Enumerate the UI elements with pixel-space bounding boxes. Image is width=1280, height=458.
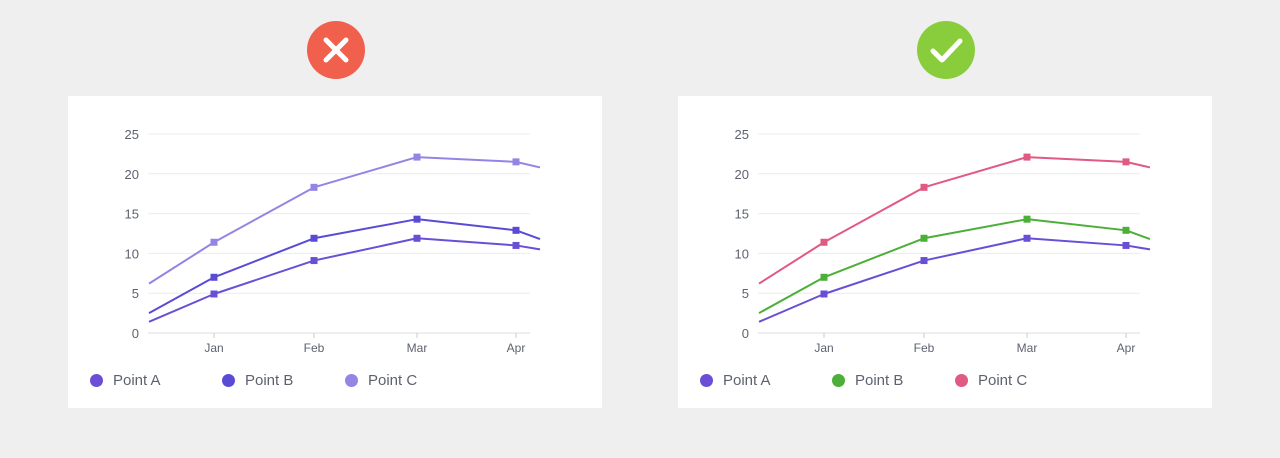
data-point <box>1122 158 1130 166</box>
data-point <box>920 183 928 191</box>
line-chart: 0 5 10 15 20 25 Jan Feb Mar Apr <box>735 127 1151 355</box>
legend-label: Point C <box>978 372 1028 389</box>
legend-label: Point A <box>113 372 161 389</box>
data-point <box>310 257 318 265</box>
data-point <box>820 273 828 281</box>
legend-item: Point B <box>222 372 293 389</box>
y-tick-label: 25 <box>735 127 749 142</box>
data-point <box>310 183 318 191</box>
incorrect-badge <box>307 21 365 79</box>
y-tick-label: 15 <box>735 207 749 222</box>
x-tick-label: Feb <box>914 341 935 355</box>
x-tick-label: Feb <box>304 341 325 355</box>
chart-card-correct: 0 5 10 15 20 25 Jan Feb Mar Apr Point A Point B Poi… <box>678 96 1212 408</box>
data-point <box>920 257 928 265</box>
data-point <box>1122 226 1130 234</box>
series-line <box>758 237 1151 323</box>
chart-card-incorrect: 0 5 10 15 20 25 Jan Feb Mar Apr Point A Point B Poi… <box>68 96 602 408</box>
data-point <box>920 234 928 242</box>
legend-swatch <box>345 374 358 387</box>
x-tick-label: Apr <box>507 341 526 355</box>
data-point <box>1023 153 1031 161</box>
x-tick-label: Mar <box>1017 341 1038 355</box>
legend-label: Point B <box>855 372 904 389</box>
y-tick-label: 10 <box>735 246 749 261</box>
correct-badge <box>917 21 975 79</box>
series-line <box>148 156 541 285</box>
y-tick-label: 20 <box>125 167 139 182</box>
legend-label: Point A <box>723 372 771 389</box>
data-point <box>820 290 828 298</box>
data-point <box>512 241 520 249</box>
legend-swatch <box>90 374 103 387</box>
x-tick-label: Jan <box>814 341 833 355</box>
checkmark-icon <box>930 38 963 63</box>
line-chart: 0 5 10 15 20 25 Jan Feb Mar Apr <box>125 127 541 355</box>
y-tick-label: 10 <box>125 246 139 261</box>
data-point <box>413 153 421 161</box>
legend-label: Point C <box>368 372 418 389</box>
data-point <box>1122 241 1130 249</box>
x-tick-label: Apr <box>1117 341 1136 355</box>
series-line <box>148 218 541 314</box>
legend-item: Point A <box>700 372 771 389</box>
legend-item: Point A <box>90 372 161 389</box>
data-point <box>413 215 421 223</box>
data-point <box>820 238 828 246</box>
series-line <box>148 237 541 323</box>
data-point <box>413 234 421 242</box>
x-icon <box>323 37 349 63</box>
x-tick-label: Mar <box>407 341 428 355</box>
y-tick-label: 5 <box>742 286 749 301</box>
y-tick-label: 0 <box>132 326 139 341</box>
y-tick-label: 5 <box>132 286 139 301</box>
data-point <box>1023 234 1031 242</box>
legend-label: Point B <box>245 372 294 389</box>
legend-item: Point C <box>955 372 1027 389</box>
data-point <box>512 158 520 166</box>
data-point <box>512 226 520 234</box>
y-tick-label: 15 <box>125 207 139 222</box>
legend-swatch <box>222 374 235 387</box>
legend-item: Point B <box>832 372 903 389</box>
series-line <box>758 156 1151 285</box>
data-point <box>1023 215 1031 223</box>
data-point <box>210 238 218 246</box>
data-point <box>210 290 218 298</box>
legend-swatch <box>700 374 713 387</box>
data-point <box>310 234 318 242</box>
y-tick-label: 25 <box>125 127 139 142</box>
x-tick-label: Jan <box>204 341 223 355</box>
legend-swatch <box>832 374 845 387</box>
y-tick-label: 20 <box>735 167 749 182</box>
series-line <box>758 218 1151 314</box>
y-tick-label: 0 <box>742 326 749 341</box>
legend-swatch <box>955 374 968 387</box>
data-point <box>210 273 218 281</box>
legend-item: Point C <box>345 372 417 389</box>
